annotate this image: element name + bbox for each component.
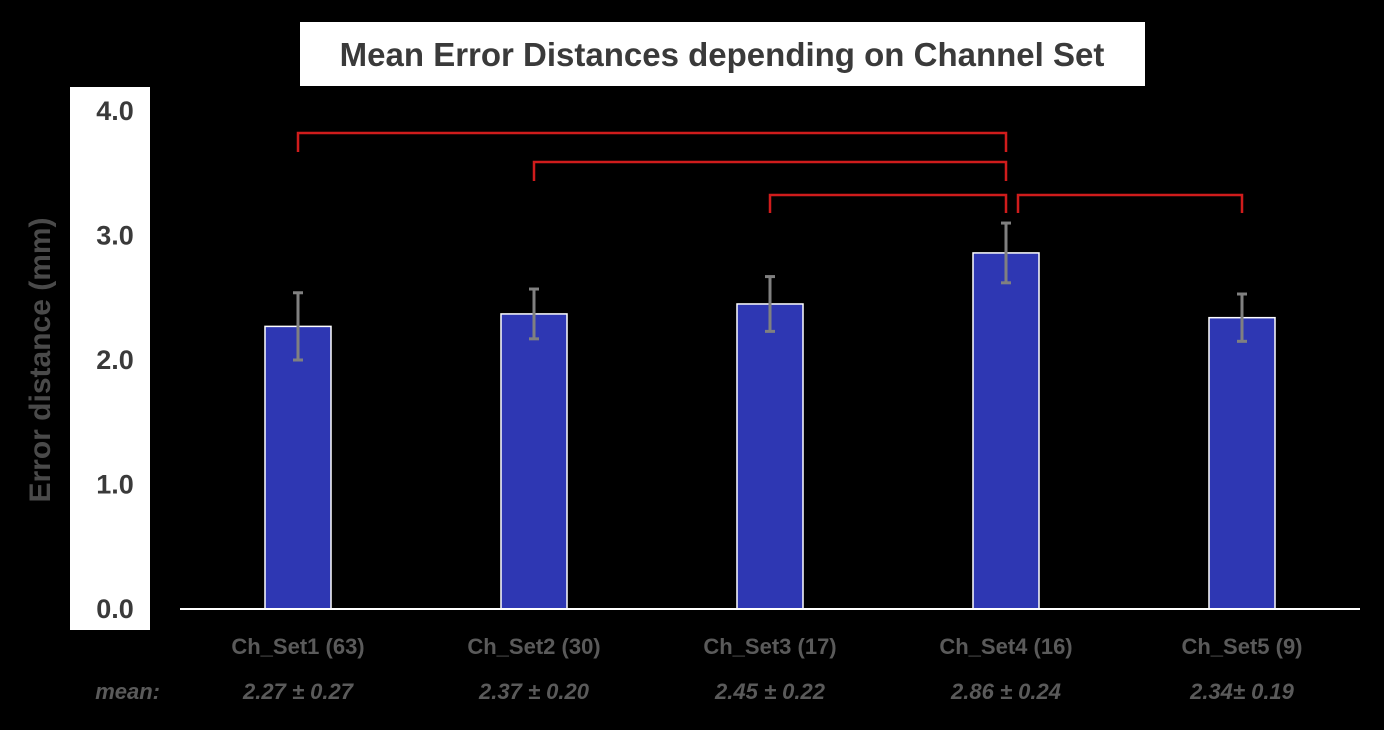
- bars: [264, 252, 1276, 610]
- y-tick-label: 4.0: [96, 96, 134, 126]
- y-axis-label: Error distance (mm): [24, 217, 57, 502]
- mean-value-label: 2.37 ± 0.20: [478, 679, 590, 704]
- chart-title: Mean Error Distances depending on Channe…: [340, 36, 1105, 73]
- mean-row: mean: 2.27 ± 0.27 2.37 ± 0.20 2.45 ± 0.22 2…: [95, 679, 1294, 704]
- y-tick-label: 2.0: [96, 345, 134, 375]
- mean-value-label: 2.86 ± 0.24: [950, 679, 1061, 704]
- mean-value-label: 2.45 ± 0.22: [714, 679, 826, 704]
- x-tick-label: Ch_Set5 (9): [1181, 634, 1302, 659]
- bar: [500, 313, 568, 610]
- y-tick-label: 3.0: [96, 221, 134, 251]
- significance-bracket: [296, 131, 1008, 152]
- mean-value-label: 2.27 ± 0.27: [242, 679, 355, 704]
- bar: [972, 252, 1040, 610]
- x-tick-label: Ch_Set4 (16): [939, 634, 1072, 659]
- significance-bracket: [768, 193, 1008, 213]
- bar: [1208, 316, 1276, 610]
- y-tick-label: 1.0: [96, 470, 134, 500]
- x-tick-label: Ch_Set1 (63): [231, 634, 364, 659]
- significance-bracket: [532, 160, 1008, 181]
- significance-brackets: [296, 131, 1244, 213]
- x-tick-label: Ch_Set3 (17): [703, 634, 836, 659]
- significance-bracket: [1016, 193, 1244, 213]
- bar: [264, 325, 332, 610]
- x-axis-ticks: Ch_Set1 (63) Ch_Set2 (30) Ch_Set3 (17) Ch_S…: [231, 634, 1302, 659]
- title-panel: [300, 22, 1145, 86]
- mean-row-label: mean:: [95, 679, 160, 704]
- y-axis-ticks: 0.0 1.0 2.0 3.0 4.0: [96, 96, 134, 624]
- mean-value-label: 2.34± 0.19: [1189, 679, 1295, 704]
- bar: [736, 303, 804, 610]
- x-tick-label: Ch_Set2 (30): [467, 634, 600, 659]
- error-bars: [293, 221, 1247, 362]
- y-axis-panel: [70, 87, 150, 630]
- y-tick-label: 0.0: [96, 594, 134, 624]
